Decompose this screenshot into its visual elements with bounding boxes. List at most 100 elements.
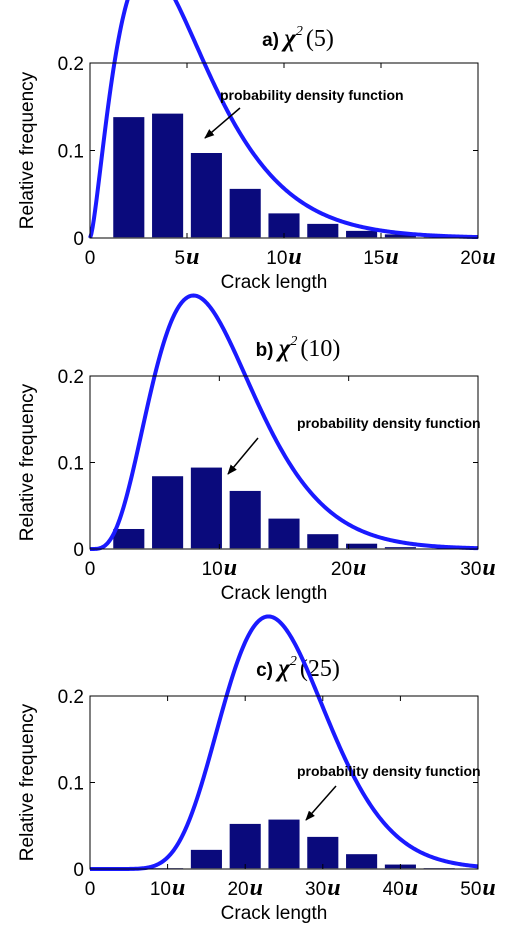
histogram-bar: [189, 848, 224, 870]
pdf-curve: [89, 614, 479, 871]
y-axis-label: Relative frequency: [17, 71, 38, 229]
histogram-bar: [344, 229, 379, 239]
x-tick-unit: u: [482, 555, 495, 581]
x-tick-label: 5u: [175, 244, 200, 270]
x-tick-label: 40u: [383, 875, 419, 901]
histogram-bar: [228, 187, 263, 239]
x-axis-label: Crack length: [221, 583, 328, 604]
x-tick-unit: u: [224, 555, 237, 581]
x-tick-number: 40: [383, 879, 404, 900]
x-tick-unit: u: [172, 875, 185, 901]
histogram-bar: [305, 222, 340, 239]
histogram-bar: [344, 542, 379, 550]
chart-title-param: (5): [306, 26, 334, 52]
x-tick-unit: u: [405, 875, 418, 901]
histogram-bar: [266, 517, 302, 550]
x-tick-number: 30: [460, 559, 481, 580]
x-tick-number: 15: [363, 248, 384, 269]
annotation-arrow: [204, 107, 241, 139]
chart-title: b) χ2 (10): [256, 334, 341, 362]
x-tick-number: 20: [227, 879, 248, 900]
pdf-annotation: probability density function: [220, 87, 404, 103]
y-axis-label: Relative frequency: [17, 383, 38, 541]
chart-title: a) χ2 (5): [262, 24, 334, 52]
pdf-annotation: probability density function: [297, 763, 481, 779]
x-tick-number: 10: [150, 879, 171, 900]
x-tick-label: 50u: [460, 875, 496, 901]
histogram-bar: [305, 532, 340, 550]
x-axis-label: Crack length: [221, 272, 328, 293]
y-tick-label: 0.2: [58, 367, 84, 388]
x-tick-number: 0: [85, 559, 96, 580]
x-tick-label: 20u: [227, 875, 263, 901]
chart-title-symbol: χ: [281, 25, 297, 52]
y-tick-label: 0.1: [58, 454, 84, 475]
y-tick-label: 0.2: [58, 687, 84, 708]
x-tick-number: 30: [305, 879, 326, 900]
x-tick-number: 0: [85, 248, 96, 269]
histogram-bar: [344, 852, 379, 870]
chart-title-superscript: 2: [296, 24, 303, 39]
chart-title-superscript: 2: [290, 334, 297, 349]
x-tick-label: 0: [85, 248, 96, 269]
y-tick-label: 0.1: [58, 142, 84, 163]
x-tick-number: 5: [175, 248, 186, 269]
chart-title-symbol: χ: [276, 335, 292, 362]
histogram-bar: [189, 151, 224, 239]
y-tick-label: 0.2: [58, 54, 84, 75]
annotation-arrow: [305, 785, 337, 821]
y-tick-label: 0.1: [58, 774, 84, 795]
x-tick-label: 0: [85, 559, 96, 580]
x-tick-unit: u: [482, 875, 495, 901]
x-tick-unit: u: [327, 875, 340, 901]
x-tick-number: 20: [331, 559, 352, 580]
y-tick-label: 0: [73, 860, 84, 881]
x-axis-label: Crack length: [221, 903, 328, 924]
chart-title: c) χ2 (25): [256, 654, 340, 682]
x-tick-unit: u: [186, 244, 199, 270]
x-tick-label: 15u: [363, 244, 399, 270]
x-tick-label: 30u: [305, 875, 341, 901]
annotation-arrow: [227, 437, 259, 475]
x-tick-number: 50: [460, 879, 481, 900]
chart-title-prefix: b): [256, 340, 274, 361]
histogram-bar: [228, 489, 263, 550]
x-tick-label: 10u: [150, 875, 186, 901]
x-tick-number: 20: [460, 248, 481, 269]
chart-title-superscript: 2: [290, 654, 297, 669]
histogram-bar: [150, 474, 185, 550]
x-tick-unit: u: [288, 244, 301, 270]
x-tick-unit: u: [385, 244, 398, 270]
x-tick-label: 10u: [266, 244, 302, 270]
histogram-bar: [150, 112, 185, 239]
y-tick-label: 0: [73, 229, 84, 250]
histogram-bar: [266, 818, 302, 870]
x-tick-number: 0: [85, 879, 96, 900]
x-tick-label: 30u: [460, 555, 496, 581]
histogram-bar: [305, 835, 340, 870]
x-tick-unit: u: [482, 244, 495, 270]
chart-title-symbol: χ: [275, 655, 291, 682]
x-tick-label: 0: [85, 879, 96, 900]
x-tick-label: 10u: [202, 555, 238, 581]
chart-title-prefix: c): [256, 660, 273, 681]
histogram-bar: [228, 822, 263, 870]
x-tick-number: 10: [266, 248, 287, 269]
x-tick-label: 20u: [331, 555, 367, 581]
histogram-bar: [111, 527, 146, 550]
y-axis-label: Relative frequency: [17, 703, 38, 861]
chart-title-prefix: a): [262, 30, 279, 51]
pdf-annotation: probability density function: [297, 415, 481, 431]
chart-title-param: (10): [300, 336, 340, 362]
histogram-bar: [111, 115, 146, 239]
pdf-curve: [88, 0, 479, 240]
histogram-bar: [189, 466, 224, 550]
x-tick-unit: u: [353, 555, 366, 581]
y-tick-label: 0: [73, 540, 84, 561]
x-tick-unit: u: [250, 875, 263, 901]
x-tick-label: 20u: [460, 244, 496, 270]
